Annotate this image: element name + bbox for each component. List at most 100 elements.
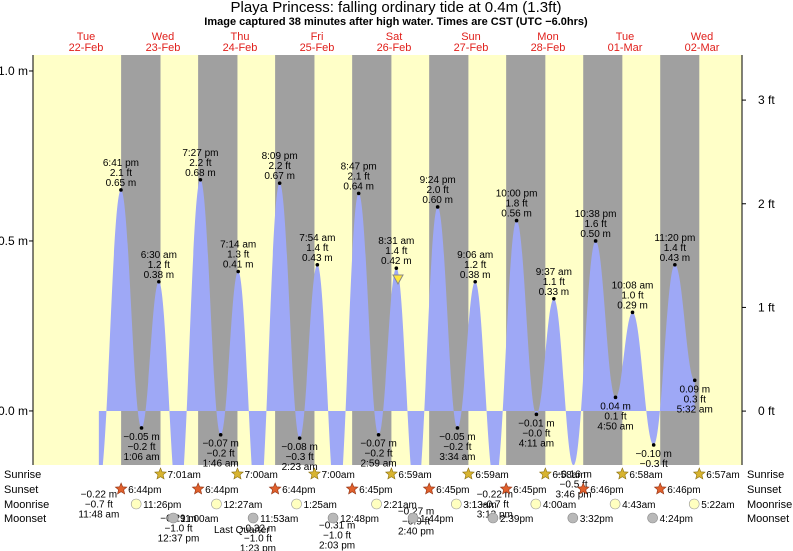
event-icon bbox=[615, 467, 629, 480]
event-time: 11:00am bbox=[180, 514, 218, 525]
tide-m: −0.08 m bbox=[281, 442, 317, 453]
tide-point bbox=[218, 432, 223, 437]
date-label: 22-Feb bbox=[69, 42, 104, 54]
tide-m: 0.42 m bbox=[381, 256, 412, 267]
event-icon bbox=[647, 512, 658, 524]
event-time: 7:00am bbox=[244, 470, 277, 481]
tide-m: 0.50 m bbox=[580, 229, 611, 240]
event-time: 6:45pm bbox=[513, 485, 546, 496]
tide-time: 4:11 am bbox=[519, 438, 554, 449]
tide-time: 9:37 am bbox=[536, 267, 572, 278]
tide-ft: 1.4 ft bbox=[385, 246, 407, 257]
tide-ft: −0.3 ft bbox=[640, 459, 668, 470]
tide-ft: 1.8 ft bbox=[505, 199, 527, 210]
tide-m: −0.22 m bbox=[81, 490, 117, 501]
tide-time: 1:23 pm bbox=[240, 544, 276, 551]
tide-time: 1:06 am bbox=[123, 452, 159, 463]
tide-m: −0.22 m bbox=[477, 490, 513, 501]
tide-m: −0.16 m bbox=[555, 469, 591, 480]
event-time: 7:00am bbox=[321, 470, 354, 481]
tide-m: 0.38 m bbox=[144, 270, 175, 281]
tide-point bbox=[394, 266, 399, 270]
tide-ft: −0.3 ft bbox=[286, 452, 314, 463]
row-label: Moonrise bbox=[747, 499, 792, 511]
tide-m: −0.07 m bbox=[360, 439, 396, 450]
event-time: 6:45pm bbox=[436, 485, 469, 496]
event-icon bbox=[308, 467, 321, 480]
tide-point bbox=[613, 395, 618, 400]
tide-m: 0.68 m bbox=[185, 168, 216, 179]
tide-time: 6:30 am bbox=[141, 250, 177, 261]
event-time: 4:00am bbox=[543, 500, 576, 511]
tide-m: −0.01 m bbox=[518, 418, 554, 429]
tide-ft: 1.6 ft bbox=[584, 219, 606, 230]
tide-time: 2:40 pm bbox=[398, 527, 434, 538]
tide-m: 0.65 m bbox=[106, 178, 137, 189]
row-label: Sunrise bbox=[4, 469, 41, 481]
tide-m: −0.31 m bbox=[319, 520, 355, 531]
tide-point bbox=[198, 177, 203, 182]
event-time: 6:45pm bbox=[359, 485, 392, 496]
tide-ft: −0.2 ft bbox=[443, 442, 471, 453]
tide-point bbox=[236, 269, 241, 274]
tide-ft: −0.5 ft bbox=[560, 479, 588, 490]
event-time: 6:46pm bbox=[590, 485, 623, 496]
chart-subtitle: Image captured 38 minutes after high wat… bbox=[204, 16, 588, 28]
tide-m: 0.56 m bbox=[501, 209, 532, 220]
weekday-label: Sun bbox=[461, 31, 481, 43]
event-time: 12:48pm bbox=[340, 514, 379, 525]
event-icon bbox=[268, 482, 282, 495]
tide-point bbox=[297, 436, 302, 440]
y-tick-label: 0.5 m bbox=[0, 234, 28, 248]
tide-ft: −0.2 ft bbox=[365, 449, 393, 460]
event-time: 2:39pm bbox=[500, 514, 533, 525]
event-time: 6:57am bbox=[706, 470, 739, 481]
tide-ft: 2.1 ft bbox=[348, 171, 370, 182]
tide-point bbox=[376, 432, 381, 437]
tide-point bbox=[692, 378, 697, 383]
tide-m: 0.43 m bbox=[302, 253, 333, 264]
tide-time: 7:27 pm bbox=[182, 148, 218, 159]
event-time: 6:58am bbox=[629, 470, 662, 481]
event-icon bbox=[231, 467, 244, 480]
event-icon bbox=[154, 467, 167, 480]
tide-m: 0.43 m bbox=[660, 253, 691, 264]
tide-time: 8:31 am bbox=[378, 236, 414, 247]
event-icon bbox=[538, 467, 552, 480]
tide-time: 4:50 am bbox=[597, 421, 633, 432]
event-icon bbox=[247, 512, 259, 524]
event-time: 6:46pm bbox=[667, 485, 700, 496]
tide-ft: 0.3 ft bbox=[684, 394, 706, 405]
row-label: Sunset bbox=[747, 484, 781, 496]
event-icon bbox=[291, 498, 302, 510]
weekday-label: Wed bbox=[152, 31, 174, 43]
event-icon bbox=[487, 512, 499, 524]
row-label: Moonset bbox=[4, 513, 46, 525]
row-label: Sunrise bbox=[747, 469, 784, 481]
tide-time: 2:59 am bbox=[361, 459, 397, 470]
tide-ft: 2.0 ft bbox=[427, 185, 449, 196]
event-time: 1:25am bbox=[304, 500, 337, 511]
tide-ft: 1.0 ft bbox=[621, 290, 643, 301]
tide-time: 9:06 am bbox=[457, 250, 493, 261]
event-time: 4:24pm bbox=[660, 514, 693, 525]
event-time: 5:22am bbox=[701, 500, 734, 511]
tide-m: −0.05 m bbox=[439, 432, 475, 443]
tide-m: −0.10 m bbox=[635, 449, 671, 460]
tide-m: 0.64 m bbox=[343, 181, 374, 192]
tide-m: 0.60 m bbox=[422, 195, 453, 206]
date-label: 27-Feb bbox=[454, 42, 489, 54]
event-time: 4:43am bbox=[622, 500, 655, 511]
event-time: 11:53am bbox=[260, 514, 298, 525]
weekday-label: Wed bbox=[691, 31, 713, 43]
tide-time: 10:08 am bbox=[612, 280, 654, 291]
tide-ft: −1.0 ft bbox=[323, 530, 351, 541]
weekday-label: Tue bbox=[616, 31, 635, 43]
event-icon bbox=[407, 512, 419, 524]
tide-time: 2:03 pm bbox=[319, 540, 355, 551]
y2-tick-label: 0 ft bbox=[758, 404, 775, 418]
annotations: Tue22-FebWed23-FebThu24-FebFri25-FebSat2… bbox=[0, 31, 792, 551]
tide-point bbox=[514, 218, 519, 223]
row-label: Moonrise bbox=[4, 499, 49, 511]
event-time: 6:44pm bbox=[205, 485, 238, 496]
